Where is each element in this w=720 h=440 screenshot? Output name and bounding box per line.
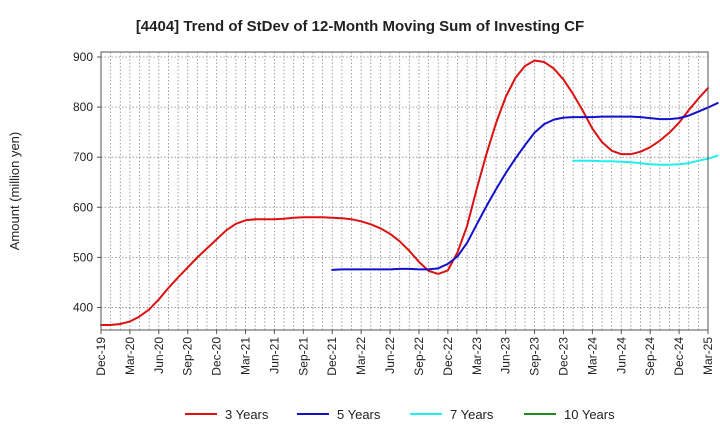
x-tick-label: Dec-24 (672, 337, 686, 376)
y-tick-label: 900 (73, 50, 93, 64)
x-tick-label: Sep-23 (528, 337, 542, 376)
x-tick-label: Mar-20 (123, 337, 137, 375)
legend-label: 7 Years (450, 407, 494, 422)
x-tick-label: Sep-22 (412, 337, 426, 376)
y-axis-label: Amount (million yen) (7, 132, 22, 251)
chart-title: [4404] Trend of StDev of 12-Month Moving… (136, 18, 584, 35)
series-line-3-years (100, 59, 709, 326)
grid (101, 52, 708, 330)
legend-item: 10 Years (524, 407, 615, 422)
legend-label: 3 Years (225, 407, 269, 422)
x-tick-label: Dec-19 (94, 337, 108, 376)
x-tick-label: Dec-23 (556, 337, 570, 376)
x-axis-ticks: Dec-19 Mar-20 Jun-20 Sep-20 Dec-20 Mar-21 Jun-… (94, 330, 715, 376)
legend-label: 5 Years (337, 407, 381, 422)
legend: 3 Years 5 Years 7 Years 10 Years (185, 407, 615, 422)
x-tick-label: Jun-23 (499, 337, 513, 374)
series-line-5-years (331, 102, 719, 271)
x-tick-label: Sep-20 (181, 337, 195, 376)
x-tick-label: Dec-20 (210, 337, 224, 376)
x-tick-label: Mar-21 (239, 337, 253, 375)
legend-item: 5 Years (297, 407, 381, 422)
x-tick-label: Jun-21 (267, 337, 281, 374)
x-tick-label: Mar-24 (585, 337, 599, 375)
x-tick-label: Mar-25 (701, 337, 715, 375)
x-tick-label: Sep-21 (296, 337, 310, 376)
x-tick-label: Jun-24 (614, 337, 628, 374)
x-tick-label: Jun-20 (152, 337, 166, 374)
x-tick-label: Sep-24 (643, 337, 657, 376)
x-tick-label: Dec-21 (325, 337, 339, 376)
legend-label: 10 Years (564, 407, 615, 422)
series-layer (100, 59, 719, 326)
y-tick-label: 400 (73, 300, 93, 314)
legend-item: 7 Years (410, 407, 494, 422)
y-tick-label: 800 (73, 100, 93, 114)
x-tick-label: Dec-22 (441, 337, 455, 376)
x-tick-label: Mar-23 (470, 337, 484, 375)
x-tick-label: Mar-22 (354, 337, 368, 375)
y-tick-label: 700 (73, 150, 93, 164)
x-tick-label: Jun-22 (383, 337, 397, 374)
plot-frame (100, 51, 709, 331)
y-tick-label: 500 (73, 250, 93, 264)
series-line-7-years (572, 154, 719, 166)
y-tick-label: 600 (73, 200, 93, 214)
legend-item: 3 Years (185, 407, 269, 422)
y-axis-ticks: 400 500 600 700 800 900 (73, 50, 101, 314)
